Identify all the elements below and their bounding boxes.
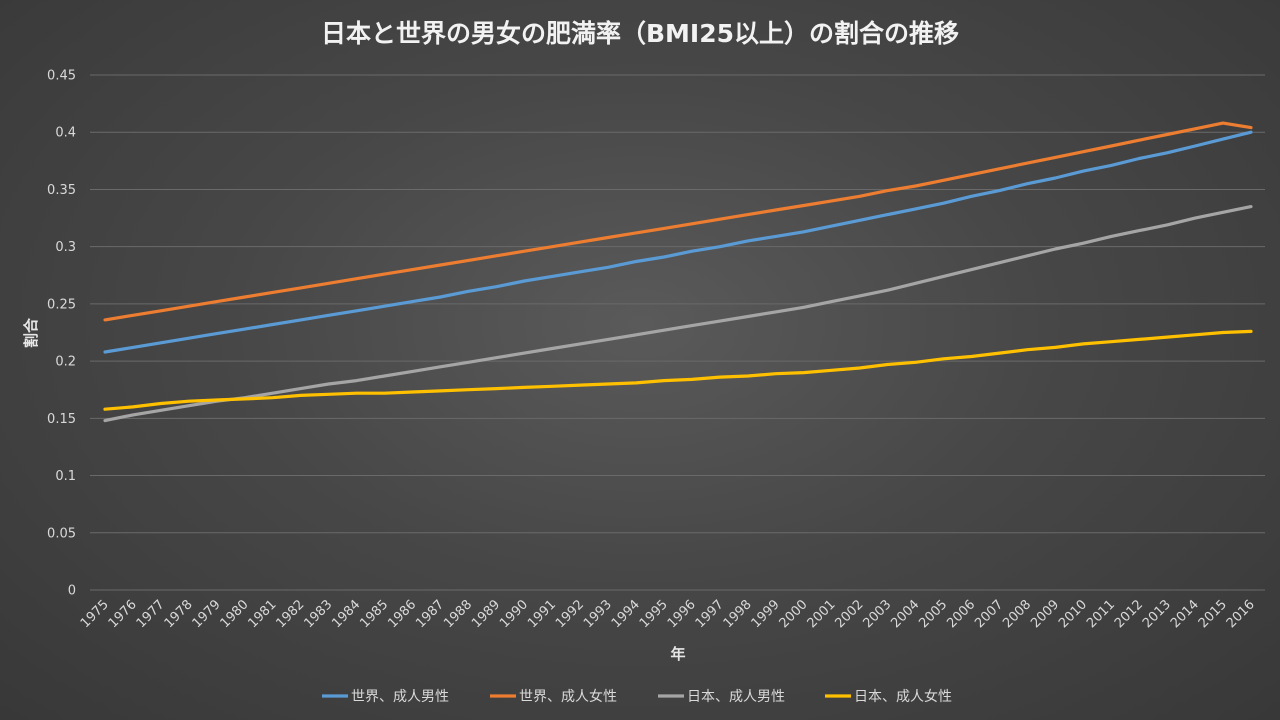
chart-title: 日本と世界の男女の肥満率（BMI25以上）の割合の推移: [321, 19, 959, 48]
legend: 世界、成人男性 世界、成人女性 日本、成人男性 日本、成人女性: [322, 688, 952, 705]
series-line-1: [103, 121, 1253, 322]
x-tick-label: 1986: [385, 597, 419, 631]
legend-label: 日本、成人男性: [687, 689, 785, 705]
legend-item: 日本、成人男性: [658, 689, 785, 705]
x-tick-label: 1985: [357, 597, 391, 631]
x-tick-label: 1980: [218, 597, 252, 631]
x-tick-label: 1996: [665, 597, 699, 631]
x-tick-label: 2016: [1224, 597, 1258, 631]
y-tick-label: 0.25: [47, 297, 76, 312]
x-tick-label: 2010: [1056, 597, 1090, 631]
series-line-3: [103, 329, 1253, 411]
x-tick-label: 1989: [469, 597, 503, 631]
y-axis-label: 割合: [22, 317, 40, 348]
x-tick-label: 2011: [1084, 597, 1118, 631]
x-tick-label: 2009: [1028, 597, 1062, 631]
x-tick-label: 2007: [972, 597, 1006, 631]
x-tick-label: 1992: [553, 597, 587, 631]
legend-label: 世界、成人女性: [519, 688, 617, 705]
legend-item: 日本、成人女性: [825, 688, 952, 705]
x-tick-label: 1991: [525, 597, 559, 631]
x-tick-label: 2000: [777, 597, 811, 631]
y-axis-ticks: 0 0.05 0.1 0.15 0.2 0.25 0.3 0.35 0.4 0.45: [47, 69, 76, 599]
x-axis-ticks: 1975197619771978197919801981198219831984…: [78, 597, 1258, 631]
x-tick-label: 1990: [497, 597, 531, 631]
legend-item: 世界、成人男性: [322, 689, 449, 705]
x-tick-label: 2001: [805, 597, 839, 631]
y-tick-label: 0.05: [47, 526, 76, 541]
gridlines: [90, 74, 1265, 591]
x-tick-label: 1998: [721, 597, 755, 631]
x-tick-label: 2014: [1168, 597, 1202, 631]
x-tick-label: 1979: [190, 597, 224, 631]
x-tick-label: 1994: [609, 597, 643, 631]
x-tick-label: 1982: [273, 597, 307, 631]
x-tick-label: 2005: [916, 597, 950, 631]
series-line-0: [103, 130, 1253, 354]
x-tick-label: 1999: [749, 597, 783, 631]
y-tick-label: 0.4: [55, 126, 76, 141]
x-tick-label: 1977: [134, 597, 168, 631]
legend-item: 世界、成人女性: [490, 688, 617, 705]
x-tick-label: 1997: [693, 597, 727, 631]
x-tick-label: 2012: [1112, 597, 1146, 631]
x-tick-label: 2004: [888, 597, 922, 631]
x-tick-label: 1983: [301, 597, 335, 631]
y-tick-label: 0: [68, 584, 76, 599]
series-lines: [103, 121, 1253, 423]
x-tick-label: 2006: [944, 597, 978, 631]
x-axis-label: 年: [670, 645, 685, 663]
y-tick-label: 0.1: [55, 469, 76, 484]
x-tick-label: 1976: [106, 597, 140, 631]
x-tick-label: 2003: [860, 597, 894, 631]
series-line-2: [103, 205, 1253, 423]
x-tick-label: 1995: [637, 597, 671, 631]
x-tick-label: 1978: [162, 597, 196, 631]
x-tick-label: 2015: [1196, 597, 1230, 631]
x-tick-label: 1981: [246, 597, 280, 631]
y-tick-label: 0.15: [47, 412, 76, 427]
legend-label: 世界、成人男性: [351, 689, 449, 705]
y-tick-label: 0.3: [55, 240, 76, 255]
x-tick-label: 1987: [413, 597, 447, 631]
x-tick-label: 1975: [78, 597, 112, 631]
x-tick-label: 2002: [833, 597, 867, 631]
x-tick-label: 1993: [581, 597, 615, 631]
legend-label: 日本、成人女性: [854, 688, 952, 705]
y-tick-label: 0.35: [47, 183, 76, 198]
y-tick-label: 0.45: [47, 69, 76, 84]
x-tick-label: 1988: [441, 597, 475, 631]
x-tick-label: 2008: [1000, 597, 1034, 631]
x-tick-label: 2013: [1140, 597, 1174, 631]
y-tick-label: 0.2: [55, 355, 76, 370]
x-tick-label: 1984: [329, 597, 363, 631]
